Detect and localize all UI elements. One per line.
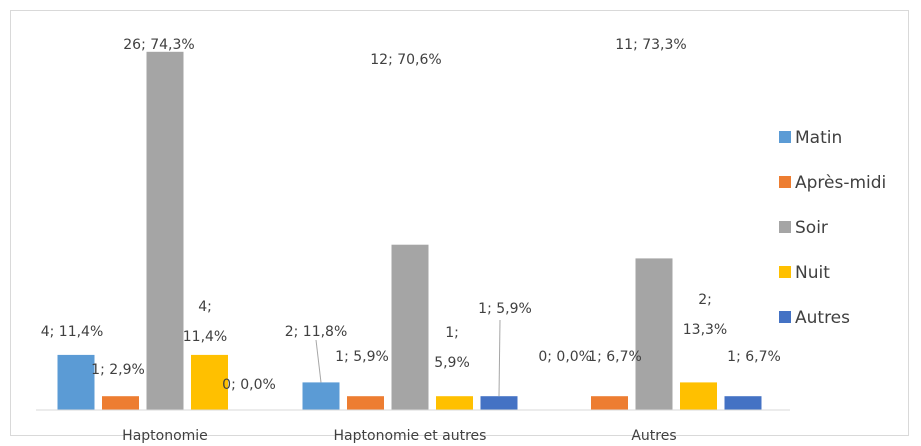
bar-matin-haptonomie-et-autres	[302, 382, 340, 410]
category-label-haptonomie-et-autres: Haptonomie et autres	[334, 428, 487, 444]
data-label-apres-midi-haptonomie-et-autres: 1; 5,9%	[335, 349, 389, 365]
bar-soir-autres	[635, 258, 673, 410]
legend-item-matin: Matin	[779, 128, 842, 148]
bar-soir-haptonomie	[146, 51, 184, 411]
data-label-matin-haptonomie-et-autres: 2; 11,8%	[285, 324, 348, 340]
legend-item-autres: Autres	[779, 308, 850, 328]
legend-item-nuit: Nuit	[779, 263, 830, 283]
legend-label-apres-midi: Après-midi	[795, 173, 886, 193]
legend-label-matin: Matin	[795, 128, 842, 148]
legend-swatch-soir	[779, 221, 791, 233]
bar-nuit-haptonomie-et-autres	[436, 396, 473, 410]
data-labels-layer: 4; 11,4% 2; 11,8% 0; 0,0% 1; 2,9% 1; 5,9% 1; …	[41, 37, 781, 393]
category-label-haptonomie: Haptonomie	[122, 428, 208, 444]
chart-frame	[10, 10, 909, 436]
data-label-matin-autres: 0; 0,0%	[538, 349, 592, 365]
data-label-soir-autres: 11; 73,3%	[615, 37, 686, 53]
bar-apres-midi-haptonomie	[102, 396, 139, 410]
data-label-autres-autres: 1; 6,7%	[727, 349, 781, 365]
data-label-nuit-haptonomie: 4; 11,4%	[183, 299, 227, 345]
data-label-apres-midi-autres: 1; 6,7%	[588, 349, 642, 365]
bar-matin-haptonomie	[57, 354, 95, 410]
data-label-nuit-haptonomie-et-autres: 1; 5,9%	[434, 325, 470, 371]
legend-swatch-matin	[779, 131, 791, 143]
bar-apres-midi-autres	[591, 396, 628, 410]
legend-label-nuit: Nuit	[795, 263, 830, 283]
category-label-autres: Autres	[631, 428, 676, 444]
bar-nuit-autres	[680, 382, 717, 410]
data-label-soir-haptonomie: 26; 74,3%	[123, 37, 194, 53]
bar-autres-haptonomie-et-autres	[480, 396, 518, 410]
bar-soir-haptonomie-et-autres	[391, 244, 429, 410]
data-label-autres-haptonomie: 0; 0,0%	[222, 377, 276, 393]
legend-label-soir: Soir	[795, 218, 828, 238]
leader-line-matin-haptonomie-et-autres	[315, 339, 322, 383]
legend-swatch-autres	[779, 311, 791, 323]
legend: Matin Après-midi Soir Nuit Autres	[779, 128, 886, 328]
legend-swatch-apres-midi	[779, 176, 791, 188]
legend-item-apres-midi: Après-midi	[779, 173, 886, 193]
bars-layer	[57, 51, 762, 411]
data-label-autres-haptonomie-et-autres: 1; 5,9%	[478, 301, 532, 317]
bar-nuit-haptonomie	[191, 354, 228, 410]
leader-lines-layer	[315, 319, 501, 397]
data-label-matin-haptonomie: 4; 11,4%	[41, 324, 104, 340]
data-label-apres-midi-haptonomie: 1; 2,9%	[91, 362, 145, 378]
bar-apres-midi-haptonomie-et-autres	[347, 396, 384, 410]
data-label-nuit-autres: 2; 13,3%	[683, 292, 727, 338]
legend-item-soir: Soir	[779, 218, 828, 238]
leader-line-autres-haptonomie-et-autres	[498, 319, 501, 397]
bar-autres-autres	[724, 396, 762, 410]
legend-swatch-nuit	[779, 266, 791, 278]
data-label-soir-haptonomie-et-autres: 12; 70,6%	[370, 52, 441, 68]
legend-label-autres: Autres	[795, 308, 850, 328]
category-labels-layer: Haptonomie Haptonomie et autres Autres	[122, 428, 676, 444]
